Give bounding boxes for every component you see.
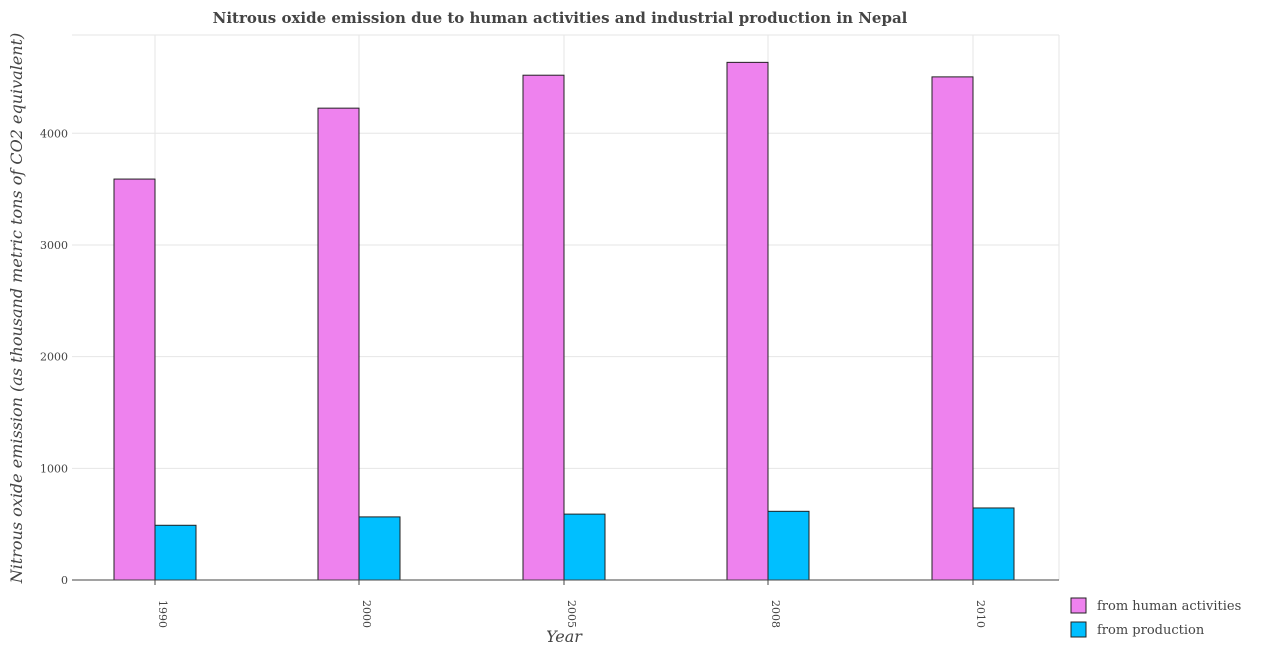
legend-label: from human activities bbox=[1097, 599, 1241, 614]
y-tick-label: 3000 bbox=[40, 239, 68, 252]
legend-swatch bbox=[1070, 597, 1087, 614]
bar-production bbox=[767, 510, 810, 581]
bar-production bbox=[154, 524, 197, 581]
y-axis-label: Nitrous oxide emission (as thousand metr… bbox=[7, 33, 26, 585]
y-tick-label: 0 bbox=[61, 574, 68, 587]
bar-human-activities bbox=[522, 74, 565, 581]
y-tick-label: 1000 bbox=[40, 462, 68, 475]
x-axis-label: Year bbox=[546, 627, 583, 646]
x-tick-label: 2008 bbox=[769, 600, 782, 628]
bar-production bbox=[563, 513, 606, 581]
y-tick-label: 4000 bbox=[40, 127, 68, 140]
x-tick-label: 1990 bbox=[156, 600, 169, 628]
bar-production bbox=[972, 507, 1015, 581]
legend-swatch bbox=[1070, 621, 1087, 638]
x-tick-label: 2010 bbox=[974, 600, 987, 628]
grid-layer bbox=[72, 34, 1060, 580]
chart-title: Nitrous oxide emission due to human acti… bbox=[213, 9, 908, 27]
bar-human-activities bbox=[931, 76, 974, 581]
bars-layer bbox=[113, 61, 1015, 581]
x-tick-labels: 1990 2000 2005 2008 2010 bbox=[156, 600, 987, 628]
bar-production bbox=[358, 516, 401, 581]
y-tick-label: 2000 bbox=[40, 351, 68, 364]
bar-human-activities bbox=[113, 178, 156, 581]
bar-human-activities bbox=[317, 107, 360, 581]
x-tick-label: 2005 bbox=[565, 600, 578, 628]
y-tick-labels: 0 1000 2000 3000 4000 bbox=[40, 127, 68, 587]
legend-label: from production bbox=[1097, 623, 1205, 638]
legend: from human activities from production bbox=[1070, 597, 1241, 638]
x-tick-label: 2000 bbox=[360, 600, 373, 628]
bar-human-activities bbox=[726, 61, 769, 581]
axes-layer bbox=[72, 579, 1059, 585]
